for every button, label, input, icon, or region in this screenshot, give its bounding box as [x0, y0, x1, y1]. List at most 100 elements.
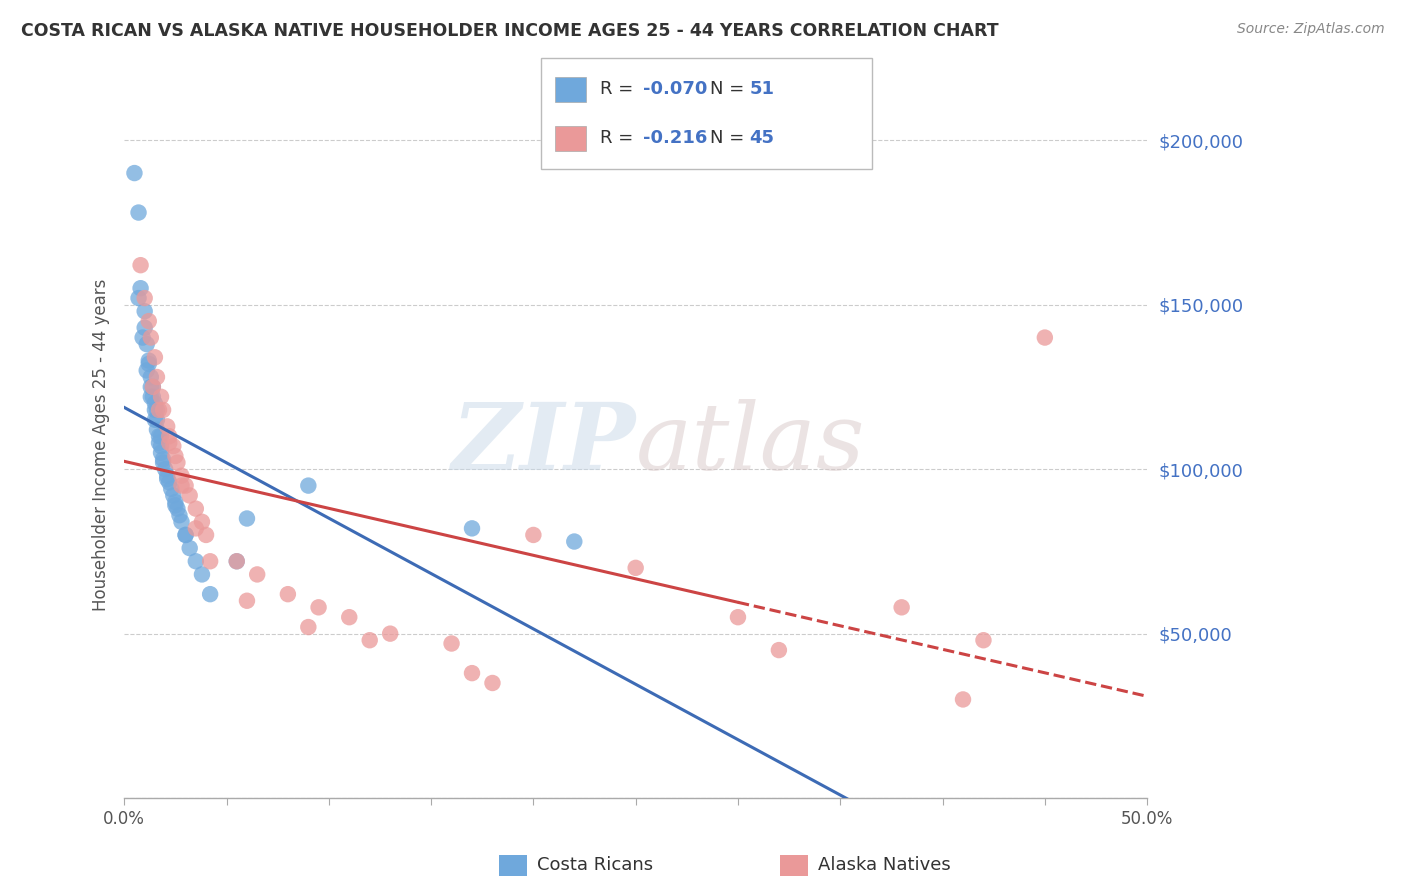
Point [179, 541, 201, 555]
Point [236, 593, 259, 607]
Point [146, 370, 169, 384]
Point [246, 567, 269, 582]
Point [727, 610, 749, 624]
Text: atlas: atlas [636, 400, 865, 490]
Point [166, 456, 188, 470]
Point [225, 554, 247, 568]
Point [380, 626, 402, 640]
Point [952, 692, 974, 706]
Point [225, 554, 247, 568]
Point [150, 390, 173, 404]
Point [138, 357, 160, 371]
Point [150, 446, 173, 460]
Point [522, 528, 544, 542]
Point [152, 452, 174, 467]
Point [195, 528, 218, 542]
Point [169, 508, 191, 523]
Point [972, 633, 994, 648]
Point [166, 501, 188, 516]
Point [135, 363, 157, 377]
Point [160, 482, 183, 496]
Point [143, 396, 166, 410]
Point [337, 610, 360, 624]
Point [191, 515, 214, 529]
Point [461, 521, 484, 535]
Point [146, 423, 169, 437]
Point [768, 643, 790, 657]
Point [148, 403, 170, 417]
Point [142, 380, 165, 394]
Point [143, 413, 166, 427]
Point [890, 600, 912, 615]
Point [162, 488, 184, 502]
Point [128, 291, 150, 305]
Point [157, 475, 180, 490]
Text: N =: N = [710, 129, 749, 147]
Text: 45: 45 [749, 129, 775, 147]
Point [184, 554, 207, 568]
Text: Source: ZipAtlas.com: Source: ZipAtlas.com [1237, 22, 1385, 37]
Text: R =: R = [600, 129, 640, 147]
Point [134, 304, 156, 318]
Point [440, 636, 463, 650]
Point [150, 439, 173, 453]
Point [139, 330, 162, 344]
Text: -0.216: -0.216 [643, 129, 707, 147]
Point [142, 390, 165, 404]
Point [152, 456, 174, 470]
Point [129, 258, 152, 272]
Point [139, 370, 162, 384]
Text: COSTA RICAN VS ALASKA NATIVE HOUSEHOLDER INCOME AGES 25 - 44 YEARS CORRELATION C: COSTA RICAN VS ALASKA NATIVE HOUSEHOLDER… [21, 22, 998, 40]
Text: ZIP: ZIP [451, 400, 636, 490]
Point [481, 676, 503, 690]
Point [143, 351, 166, 365]
Point [150, 429, 173, 443]
Point [157, 435, 180, 450]
Point [148, 435, 170, 450]
Point [134, 291, 156, 305]
Point [624, 561, 647, 575]
Y-axis label: Householder Income Ages 25 - 44 years: Householder Income Ages 25 - 44 years [93, 278, 110, 611]
Text: R =: R = [600, 80, 640, 98]
Point [156, 468, 179, 483]
Text: Costa Ricans: Costa Ricans [537, 856, 654, 874]
Point [138, 353, 160, 368]
Point [170, 515, 193, 529]
Point [179, 488, 201, 502]
Point [359, 633, 381, 648]
Point [562, 534, 585, 549]
Point [165, 499, 187, 513]
Point [297, 478, 319, 492]
Point [139, 390, 162, 404]
Point [174, 478, 197, 492]
Point [198, 554, 221, 568]
Point [124, 166, 146, 180]
Point [148, 429, 170, 443]
Point [139, 380, 162, 394]
Point [191, 567, 214, 582]
Point [1033, 330, 1056, 344]
Point [198, 587, 221, 601]
Point [165, 495, 187, 509]
Point [184, 521, 207, 535]
Point [152, 403, 174, 417]
Point [142, 380, 165, 394]
Point [138, 314, 160, 328]
Point [170, 478, 193, 492]
Point [129, 281, 152, 295]
Point [277, 587, 299, 601]
Point [174, 528, 197, 542]
Point [146, 403, 169, 417]
Point [184, 501, 207, 516]
Point [174, 528, 197, 542]
Point [156, 472, 179, 486]
Point [131, 330, 153, 344]
Point [128, 205, 150, 219]
Point [461, 666, 484, 681]
Point [162, 439, 184, 453]
Point [297, 620, 319, 634]
Point [170, 468, 193, 483]
Text: Alaska Natives: Alaska Natives [818, 856, 950, 874]
Point [165, 449, 187, 463]
Point [156, 419, 179, 434]
